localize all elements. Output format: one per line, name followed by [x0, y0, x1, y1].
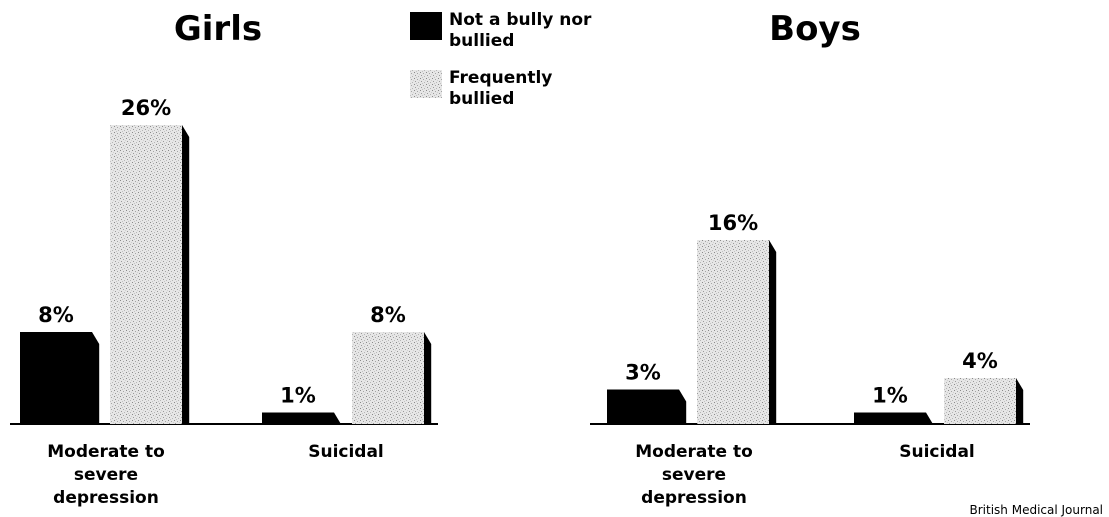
- panel-title: Girls: [174, 9, 262, 49]
- category-label-line: Moderate to: [635, 442, 753, 462]
- bar-side: [424, 332, 432, 424]
- bar-face: [20, 332, 92, 424]
- bar-side: [1016, 378, 1024, 424]
- legend-label: Frequently bullied: [449, 68, 552, 109]
- bar-side: [769, 240, 777, 424]
- bar-frequently_bullied-1: [944, 378, 1024, 424]
- legend-label-line: bullied: [449, 89, 514, 109]
- panel-title: Boys: [769, 9, 861, 49]
- data-label: 8%: [38, 303, 74, 327]
- bar-face: [110, 125, 182, 424]
- bar-side: [92, 332, 100, 424]
- bar-frequently_bullied-0: [697, 240, 777, 424]
- data-label: 3%: [625, 361, 661, 385]
- bar-face: [697, 240, 769, 424]
- bar-not_bully-0: [607, 389, 687, 424]
- category-label-line: severe: [662, 465, 726, 485]
- legend-item-frequently_bullied: Frequently bullied: [410, 68, 552, 109]
- data-label: 26%: [121, 96, 171, 120]
- category-label: Moderate to severe depression: [47, 442, 165, 508]
- category-label-line: depression: [641, 488, 747, 508]
- legend-swatch: [410, 70, 442, 98]
- bar-not_bully-1: [854, 412, 934, 425]
- data-label: 1%: [872, 384, 908, 408]
- category-label: Moderate to severe depression: [635, 442, 753, 508]
- data-label: 8%: [370, 303, 406, 327]
- bar-side: [926, 412, 934, 425]
- legend-label-line: Not a bully nor: [449, 10, 592, 30]
- bar-side: [334, 412, 342, 425]
- legend-label-line: bullied: [449, 31, 514, 51]
- chart-panel-boys: Boys 3% 16% Moderate to severe depression 1% 4%…: [590, 9, 1030, 508]
- category-label-line: Moderate to: [47, 442, 165, 462]
- category-label: Suicidal: [308, 442, 384, 462]
- category-label-line: depression: [53, 488, 159, 508]
- bar-not_bully-0: [20, 332, 100, 424]
- category-label-line: Suicidal: [899, 442, 975, 462]
- bar-frequently_bullied-0: [110, 125, 190, 424]
- bar-side: [182, 125, 190, 424]
- bar-face: [854, 412, 926, 424]
- legend-label-line: Frequently: [449, 68, 552, 88]
- data-label: 1%: [280, 384, 316, 408]
- bar-face: [352, 332, 424, 424]
- legend-swatch: [410, 12, 442, 40]
- bar-face: [607, 389, 679, 424]
- bar-face: [262, 412, 334, 424]
- chart-panels: Girls 8% 26% Moderate to severe depression 1% 8…: [10, 9, 1030, 508]
- data-label: 16%: [708, 211, 758, 235]
- bar-face: [944, 378, 1016, 424]
- bar-not_bully-1: [262, 412, 342, 425]
- category-label: Suicidal: [899, 442, 975, 462]
- legend-item-not_bully: Not a bully nor bullied: [410, 10, 592, 51]
- bar-frequently_bullied-1: [352, 332, 432, 424]
- chart-panel-girls: Girls 8% 26% Moderate to severe depression 1% 8…: [10, 9, 438, 508]
- legend-label: Not a bully nor bullied: [449, 10, 592, 51]
- source-credit: British Medical Journal: [969, 503, 1104, 517]
- category-label-line: severe: [74, 465, 138, 485]
- data-label: 4%: [962, 349, 998, 373]
- category-label-line: Suicidal: [308, 442, 384, 462]
- bar-side: [679, 389, 687, 424]
